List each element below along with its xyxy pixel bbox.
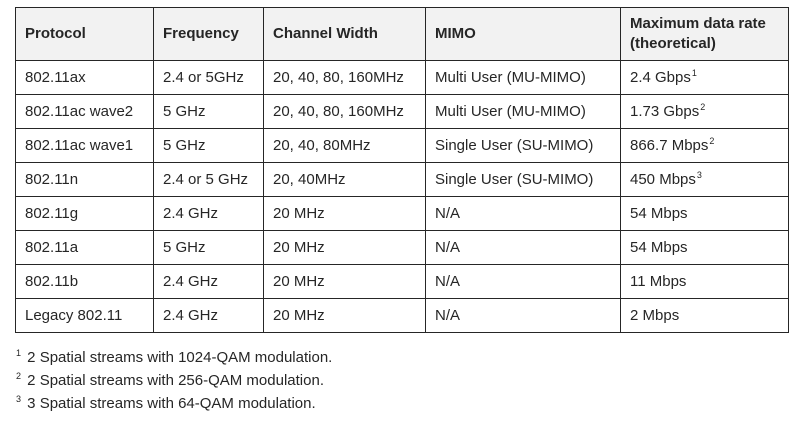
mimo-cell: Single User (SU-MIMO) <box>425 162 621 197</box>
col-header-max-data-rate: Maximum data rate (theoretical) <box>620 7 789 61</box>
col-header-frequency: Frequency <box>153 7 264 61</box>
channel-width-cell: 20, 40, 80MHz <box>263 128 426 163</box>
max-rate-cell: 866.7 Mbps2 <box>620 128 789 163</box>
table-row: 802.11ac wave2 5 GHz 20, 40, 80, 160MHz Mul… <box>15 94 789 129</box>
max-rate-cell: 2 Mbps <box>620 298 789 333</box>
footnote: 1 2 Spatial streams with 1024-QAM modula… <box>16 348 333 366</box>
mimo-cell: Single User (SU-MIMO) <box>425 128 621 163</box>
col-header-channel-width: Channel Width <box>263 7 426 61</box>
mimo-cell: N/A <box>425 196 621 231</box>
max-rate-cell: 1.73 Gbps2 <box>620 94 789 129</box>
protocol-cell: 802.11g <box>15 196 154 231</box>
col-header-protocol: Protocol <box>15 7 154 61</box>
col-header-mimo: MIMO <box>425 7 621 61</box>
mimo-cell: N/A <box>425 230 621 265</box>
channel-width-cell: 20, 40, 80, 160MHz <box>263 94 426 129</box>
footnote-marker: 3 <box>16 394 22 404</box>
protocol-cell: Legacy 802.11 <box>15 298 154 333</box>
footnote-marker: 2 <box>16 371 22 381</box>
protocol-cell: 802.11b <box>15 264 154 299</box>
protocol-cell: 802.11ac wave2 <box>15 94 154 129</box>
channel-width-cell: 20 MHz <box>263 298 426 333</box>
mimo-cell: N/A <box>425 298 621 333</box>
protocol-cell: 802.11n <box>15 162 154 197</box>
footnotes: 1 2 Spatial streams with 1024-QAM modula… <box>15 348 788 412</box>
channel-width-cell: 20 MHz <box>263 230 426 265</box>
table-row: 802.11ax 2.4 or 5GHz 20, 40, 80, 160MHz Mul… <box>15 60 789 95</box>
frequency-cell: 5 GHz <box>153 128 264 163</box>
max-rate-cell: 54 Mbps <box>620 230 789 265</box>
channel-width-cell: 20 MHz <box>263 264 426 299</box>
table-row: 802.11ac wave1 5 GHz 20, 40, 80MHz Single U… <box>15 128 789 163</box>
mimo-cell: Multi User (MU-MIMO) <box>425 60 621 95</box>
max-rate-cell: 11 Mbps <box>620 264 789 299</box>
table-row: Legacy 802.11 2.4 GHz 20 MHz N/A 2 Mbps <box>15 298 789 333</box>
footnote-ref: 1 <box>691 68 697 78</box>
frequency-cell: 2.4 or 5GHz <box>153 60 264 95</box>
mimo-cell: N/A <box>425 264 621 299</box>
page: Protocol Frequency Channel Width MIMO Ma… <box>15 7 789 412</box>
protocol-cell: 802.11a <box>15 230 154 265</box>
table-row: 802.11b 2.4 GHz 20 MHz N/A 11 Mbps <box>15 264 789 299</box>
footnote-ref: 3 <box>696 170 702 180</box>
frequency-cell: 2.4 GHz <box>153 264 264 299</box>
frequency-cell: 2.4 or 5 GHz <box>153 162 264 197</box>
protocol-cell: 802.11ax <box>15 60 154 95</box>
max-rate-cell: 54 Mbps <box>620 196 789 231</box>
footnote-ref: 2 <box>709 136 715 146</box>
footnote: 2 2 Spatial streams with 256-QAM modulat… <box>16 371 324 389</box>
frequency-cell: 5 GHz <box>153 94 264 129</box>
channel-width-cell: 20 MHz <box>263 196 426 231</box>
table-row: 802.11g 2.4 GHz 20 MHz N/A 54 Mbps <box>15 196 789 231</box>
footnote: 3 3 Spatial streams with 64-QAM modulati… <box>16 394 316 412</box>
table-row: 802.11a 5 GHz 20 MHz N/A 54 Mbps <box>15 230 789 265</box>
channel-width-cell: 20, 40, 80, 160MHz <box>263 60 426 95</box>
channel-width-cell: 20, 40MHz <box>263 162 426 197</box>
footnote-ref: 2 <box>700 102 706 112</box>
wifi-protocols-table: Protocol Frequency Channel Width MIMO Ma… <box>15 7 789 333</box>
footnote-marker: 1 <box>16 348 22 358</box>
header-row: Protocol Frequency Channel Width MIMO Ma… <box>15 7 789 61</box>
frequency-cell: 2.4 GHz <box>153 196 264 231</box>
table-row: 802.11n 2.4 or 5 GHz 20, 40MHz Single User … <box>15 162 789 197</box>
max-rate-cell: 450 Mbps3 <box>620 162 789 197</box>
frequency-cell: 5 GHz <box>153 230 264 265</box>
protocol-cell: 802.11ac wave1 <box>15 128 154 163</box>
frequency-cell: 2.4 GHz <box>153 298 264 333</box>
max-rate-cell: 2.4 Gbps1 <box>620 60 789 95</box>
mimo-cell: Multi User (MU-MIMO) <box>425 94 621 129</box>
